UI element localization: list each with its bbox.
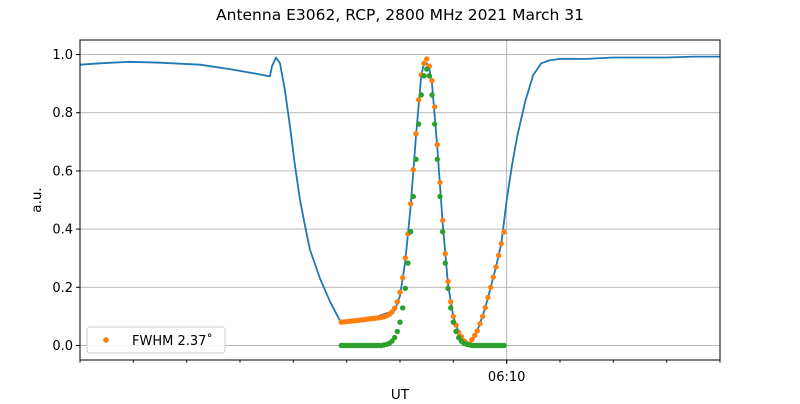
data-point-green: [394, 328, 400, 335]
data-point-green: [400, 305, 406, 311]
data-point-orange: [490, 274, 496, 280]
y-tick-label: 0.4: [52, 223, 73, 238]
data-point-orange: [410, 167, 416, 173]
plot-area: [79, 55, 720, 349]
data-point-orange: [429, 78, 435, 84]
x-axis-label: UT: [391, 387, 410, 400]
data-point-orange: [474, 328, 480, 334]
series-line-measured: [79, 55, 720, 345]
data-point-orange: [394, 299, 400, 305]
data-point-green: [445, 285, 451, 292]
data-point-green: [450, 319, 456, 325]
y-tick-label: 0.6: [52, 164, 73, 179]
data-point-green: [501, 342, 507, 349]
data-point-orange: [437, 179, 443, 186]
data-point-orange: [493, 264, 499, 270]
data-point-green: [453, 328, 459, 335]
data-point-orange: [488, 284, 494, 290]
y-tick-label: 0.0: [52, 339, 73, 354]
data-point-orange: [448, 299, 454, 305]
data-point-orange: [397, 289, 403, 295]
data-point-green: [397, 319, 403, 325]
data-point-orange: [469, 336, 475, 343]
chart-title: Antenna E3062, RCP, 2800 MHz 2021 March …: [216, 6, 584, 24]
data-point-orange: [450, 313, 456, 320]
data-point-orange: [501, 229, 507, 235]
data-point-orange: [400, 275, 406, 281]
data-point-orange: [498, 240, 504, 247]
data-point-orange: [496, 252, 502, 258]
data-point-orange: [482, 304, 488, 311]
data-point-orange: [440, 217, 446, 224]
data-point-orange: [480, 313, 486, 320]
y-axis-label: a.u.: [29, 187, 45, 212]
data-point-green: [408, 229, 414, 235]
data-point-orange: [413, 131, 419, 137]
y-tick-label: 1.0: [52, 48, 73, 63]
data-point-green: [429, 92, 435, 98]
data-point-orange: [445, 278, 451, 285]
data-point-green: [437, 193, 443, 200]
data-point-orange: [392, 305, 398, 311]
legend: FWHM 2.37˚: [86, 326, 226, 354]
data-point-orange: [442, 251, 448, 257]
data-point-green: [405, 260, 411, 266]
data-point-orange: [477, 320, 483, 327]
data-point-orange: [402, 255, 408, 261]
data-point-green: [392, 334, 398, 341]
data-point-green: [421, 73, 427, 79]
data-point-orange: [485, 294, 491, 301]
data-point-orange: [389, 309, 395, 315]
data-point-green: [442, 260, 448, 266]
x-tick-label: 06:10: [488, 370, 525, 385]
data-point-green: [448, 305, 454, 311]
data-point-green: [434, 156, 440, 162]
y-tick-label: 0.2: [52, 281, 73, 296]
data-point-green: [426, 73, 432, 79]
data-point-green: [440, 229, 446, 235]
data-point-green: [410, 193, 416, 200]
legend-box: [86, 326, 226, 354]
data-point-green: [413, 156, 419, 162]
data-point-green: [424, 66, 430, 72]
data-point-green: [416, 121, 422, 127]
y-tick-label: 0.8: [52, 106, 73, 121]
data-point-orange: [432, 104, 438, 110]
data-point-orange: [424, 56, 430, 62]
legend-label: FWHM 2.37˚: [132, 333, 213, 349]
axis-ticks: 0.0 0.2 0.4 0.6 0.8 1.0 06:10: [52, 48, 721, 385]
data-point-orange: [434, 142, 440, 148]
data-point-orange: [421, 60, 427, 66]
data-point-green: [402, 285, 408, 292]
data-point-green: [418, 92, 424, 98]
data-point-green: [432, 121, 438, 127]
data-point-orange: [408, 201, 414, 207]
data-point-orange: [416, 97, 422, 103]
legend-marker-orange: [103, 337, 109, 343]
data-point-orange: [472, 332, 478, 338]
